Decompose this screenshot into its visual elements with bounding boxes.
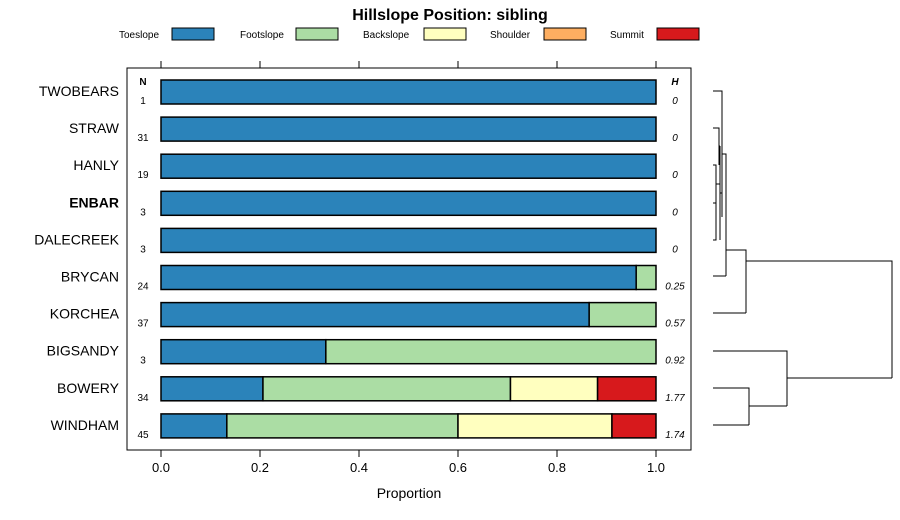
bar-row: HANLY 19 0 — [73, 153, 678, 181]
bar-row: KORCHEA 37 0.57 — [50, 301, 685, 330]
bar-segment — [226, 413, 459, 439]
n-value: 37 — [137, 319, 149, 330]
n-value: 45 — [137, 430, 149, 441]
bar-segment — [611, 413, 657, 439]
h-value: 0.92 — [665, 356, 685, 367]
x-tick-label: 0.0 — [152, 460, 170, 475]
legend-label: Shoulder — [490, 30, 531, 41]
bar-row: ENBAR 3 0 — [69, 190, 678, 218]
legend-swatch — [656, 27, 700, 41]
n-column-header: N — [139, 77, 146, 88]
bar-segment — [635, 264, 657, 291]
bar-row: TWOBEARS 1 0 — [39, 79, 678, 107]
legend-label: Summit — [610, 30, 644, 41]
bar-segment — [262, 376, 512, 402]
n-value: 3 — [140, 356, 146, 367]
bar-segment — [588, 301, 657, 328]
n-value: 31 — [137, 133, 149, 144]
bar-segment — [509, 376, 599, 402]
dendrogram-branch — [722, 153, 727, 276]
bar-segment — [160, 376, 264, 402]
bar-segment — [160, 264, 637, 291]
row-label: DALECREEK — [34, 231, 119, 247]
legend: Toeslope Footslope Backslope Shoulder Summit — [119, 27, 700, 41]
legend-swatch — [543, 27, 587, 41]
plot-frame — [126, 67, 692, 451]
dendrogram-branch — [713, 127, 720, 165]
legend-label: Backslope — [363, 30, 410, 41]
n-value: 24 — [137, 282, 149, 293]
row-label: BRYCAN — [61, 269, 119, 285]
legend-label: Footslope — [240, 30, 284, 41]
row-label: BOWERY — [57, 380, 120, 396]
x-tick-label: 0.6 — [449, 460, 467, 475]
x-tick-label: 0.4 — [350, 460, 368, 475]
bar-segment — [160, 227, 657, 254]
h-value: 0 — [672, 170, 678, 181]
h-value: 1.74 — [665, 430, 685, 441]
dendrogram-branch — [713, 350, 788, 406]
legend-label: Toeslope — [119, 30, 159, 41]
row-label: HANLY — [73, 157, 119, 173]
bar-row: STRAW 31 0 — [69, 116, 678, 144]
h-value: 0 — [672, 244, 678, 255]
bar-segment — [160, 301, 590, 328]
bar-segment — [160, 413, 228, 439]
n-value: 34 — [137, 393, 149, 404]
bar-segment — [596, 376, 657, 402]
row-label: WINDHAM — [51, 417, 119, 433]
row-label: TWOBEARS — [39, 83, 119, 99]
x-tick-label: 0.8 — [548, 460, 566, 475]
n-value: 1 — [140, 96, 146, 107]
x-axis: 0.0 0.2 0.4 0.6 0.8 1.0 — [152, 450, 665, 475]
bar-row: WINDHAM 45 1.74 — [51, 413, 685, 441]
n-value: 3 — [140, 207, 146, 218]
legend-swatch — [171, 27, 215, 41]
h-value: 0 — [672, 133, 678, 144]
dendrogram-branch — [713, 184, 717, 241]
bar-row: BRYCAN 24 0.25 — [61, 264, 685, 293]
x-tick-label: 1.0 — [647, 460, 665, 475]
row-label: STRAW — [69, 120, 120, 136]
bar-segment — [160, 153, 657, 179]
bar-row: DALECREEK 3 0 — [34, 227, 678, 255]
chart-title: Hillslope Position: sibling — [352, 7, 548, 24]
h-value: 0.25 — [665, 282, 685, 293]
bar-segment — [160, 190, 657, 217]
x-axis-label: Proportion — [377, 485, 442, 501]
bar-segment — [457, 413, 613, 439]
h-value: 0 — [672, 96, 678, 107]
dendrogram — [713, 90, 893, 426]
h-column-header: H — [671, 77, 679, 88]
h-value: 1.77 — [665, 393, 685, 404]
row-label: ENBAR — [69, 194, 119, 210]
legend-swatch — [295, 27, 339, 41]
bar-segment — [325, 338, 657, 365]
dendrogram-branch — [746, 260, 893, 378]
x-tick-label: 0.2 — [251, 460, 269, 475]
bar-segment — [160, 116, 657, 142]
bar-segment — [160, 338, 327, 365]
h-value: 0.57 — [665, 319, 685, 330]
h-value: 0 — [672, 207, 678, 218]
dendrogram-branch — [726, 249, 747, 313]
bar-segment — [160, 79, 657, 105]
bar-row: BOWERY 34 1.77 — [57, 376, 685, 404]
n-value: 19 — [137, 170, 149, 181]
top-axis-ticks — [160, 61, 657, 68]
row-label: KORCHEA — [50, 306, 120, 322]
bar-row: BIGSANDY 3 0.92 — [47, 338, 685, 367]
legend-swatch — [423, 27, 467, 41]
n-value: 3 — [140, 244, 146, 255]
row-label: BIGSANDY — [47, 343, 120, 359]
dendrogram-branch — [713, 90, 723, 217]
dendrogram-branch — [713, 387, 750, 425]
